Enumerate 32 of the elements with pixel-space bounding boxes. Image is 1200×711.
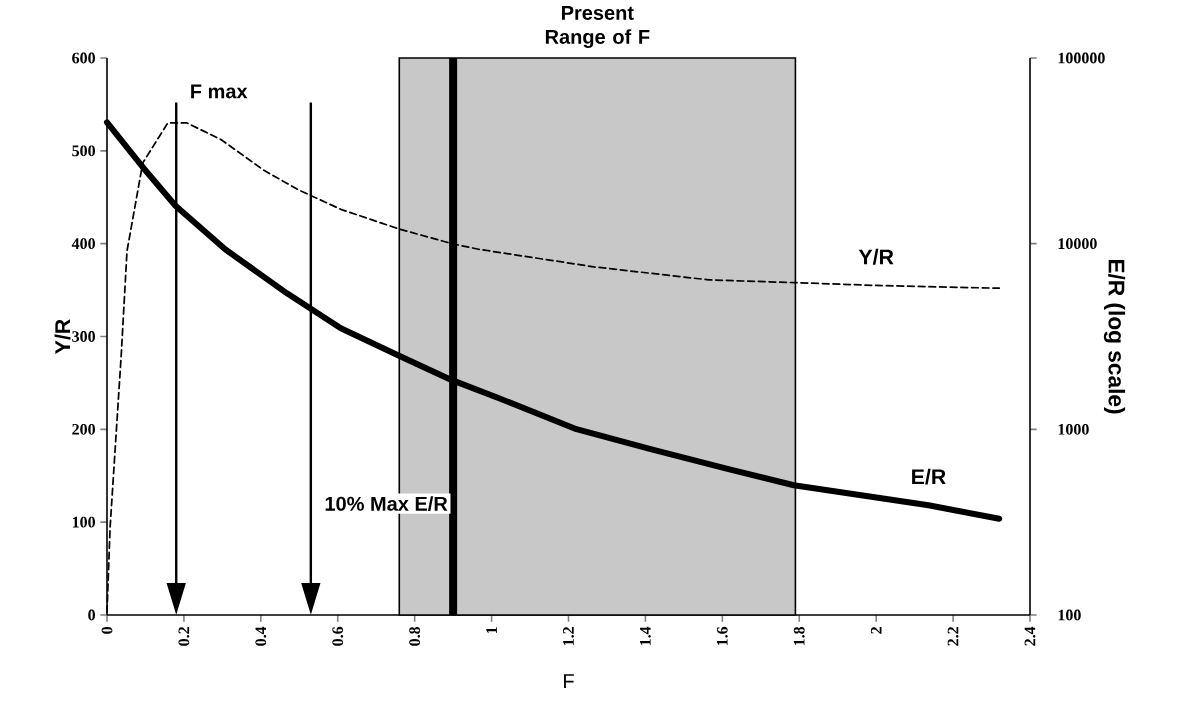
x-tick-label: 0.6 [332,626,344,646]
y2-tick-label: 1000 [1058,423,1089,435]
x-tick-label: 1.6 [716,626,728,646]
band-label: Present Range of F [545,5,650,48]
y-tick-label: 500 [72,145,96,157]
x-tick-label: 2.4 [1024,626,1036,646]
y2-tick-label: 100000 [1058,52,1105,64]
x-tick-label: 1 [486,627,497,634]
y2-axis-title: E/R (log scale) [1103,259,1126,414]
x-tick-label: 0 [101,626,113,634]
x-tick-label: 2 [870,627,882,634]
x-tick-label: 0.8 [409,626,421,646]
y2-tick-label: 100 [1058,609,1081,621]
x-tick-label: 0.2 [178,627,190,646]
x-tick-label: 1.8 [793,626,805,646]
y-tick-label: 300 [72,331,96,342]
x-tick-label: 1.2 [563,627,574,646]
x-axis-title: F [564,674,574,688]
ref-line-label: F max [191,84,248,99]
y-tick-label: 600 [72,52,96,64]
y-tick-label: 0 [88,609,96,621]
y-tick-label: 100 [72,516,96,528]
y-tick-label: 400 [71,238,96,250]
x-tick-label: 0.4 [255,626,267,646]
x-tick-label: 1.4 [640,626,651,646]
series-label: Y/R [858,248,894,265]
series-label: E/R [912,468,946,485]
y2-tick-label: 10000 [1058,238,1097,250]
x-tick-label: 2.2 [947,627,959,646]
y-axis-title: Y/R [54,319,71,354]
y-tick-label: 200 [72,423,96,435]
ref-line-label: 10% Max E/R [325,496,448,512]
